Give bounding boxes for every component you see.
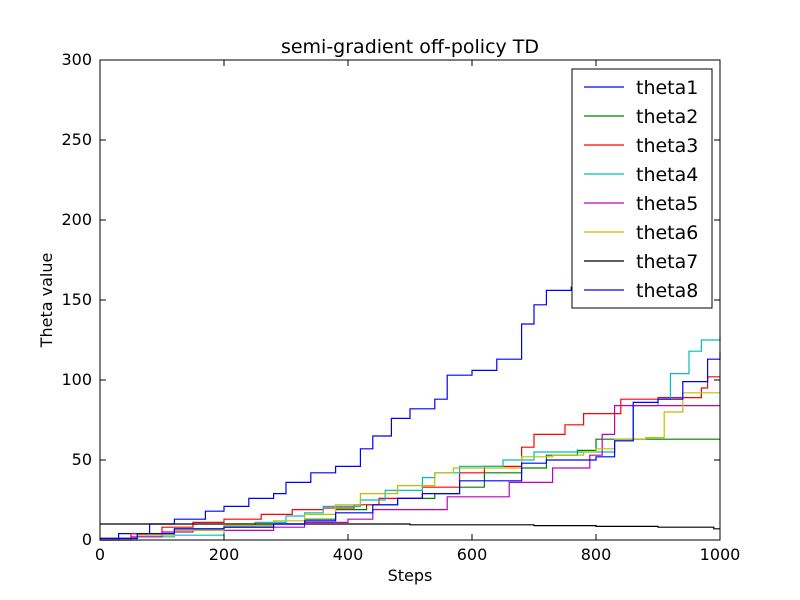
y-tick-label: 300 bbox=[61, 50, 92, 69]
series-line-theta1 bbox=[100, 264, 591, 541]
x-tick-label: 200 bbox=[209, 545, 240, 564]
y-tick-label: 250 bbox=[61, 130, 92, 149]
series-line-theta5 bbox=[100, 405, 720, 541]
legend-box bbox=[571, 68, 713, 309]
x-tick-label: 600 bbox=[457, 545, 488, 564]
x-tick-label: 800 bbox=[581, 545, 612, 564]
x-tick-label: 1000 bbox=[700, 545, 741, 564]
legend-label-theta4: theta4 bbox=[636, 164, 698, 186]
series-layer bbox=[100, 264, 721, 541]
legend-label-theta7: theta7 bbox=[636, 251, 698, 273]
series-line-theta3 bbox=[100, 376, 720, 539]
legend-label-theta6: theta6 bbox=[636, 222, 698, 244]
plot-frame bbox=[99, 59, 721, 541]
legend-label-theta3: theta3 bbox=[636, 135, 698, 157]
x-tick-label: 400 bbox=[333, 545, 364, 564]
chart-title: semi-gradient off-policy TD bbox=[281, 36, 539, 58]
ticks-layer: 0 200 400 600 800 1000 0 50 100 150 200 250 300 bbox=[61, 50, 740, 564]
y-tick-label: 100 bbox=[61, 370, 92, 389]
y-axis-label: Theta value bbox=[37, 253, 56, 349]
y-tick-label: 200 bbox=[61, 210, 92, 229]
series-line-theta8 bbox=[100, 352, 721, 539]
legend-label-theta8: theta8 bbox=[636, 280, 698, 302]
x-tick-label: 0 bbox=[95, 545, 105, 564]
y-tick-label: 0 bbox=[82, 530, 92, 549]
legend: theta1 theta2 theta3 theta4 theta5 theta6 thet… bbox=[571, 68, 713, 309]
legend-label-theta5: theta5 bbox=[636, 193, 698, 215]
x-axis-label: Steps bbox=[388, 566, 433, 585]
y-tick-label: 50 bbox=[72, 450, 92, 469]
legend-label-theta2: theta2 bbox=[636, 106, 698, 128]
legend-label-theta1: theta1 bbox=[636, 77, 698, 99]
y-tick-label: 150 bbox=[61, 290, 92, 309]
series-line-theta6 bbox=[100, 392, 720, 541]
